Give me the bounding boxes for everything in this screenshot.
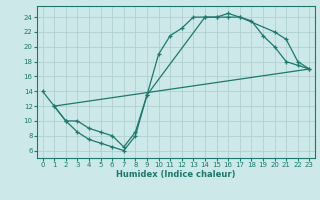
X-axis label: Humidex (Indice chaleur): Humidex (Indice chaleur) [116,170,236,179]
